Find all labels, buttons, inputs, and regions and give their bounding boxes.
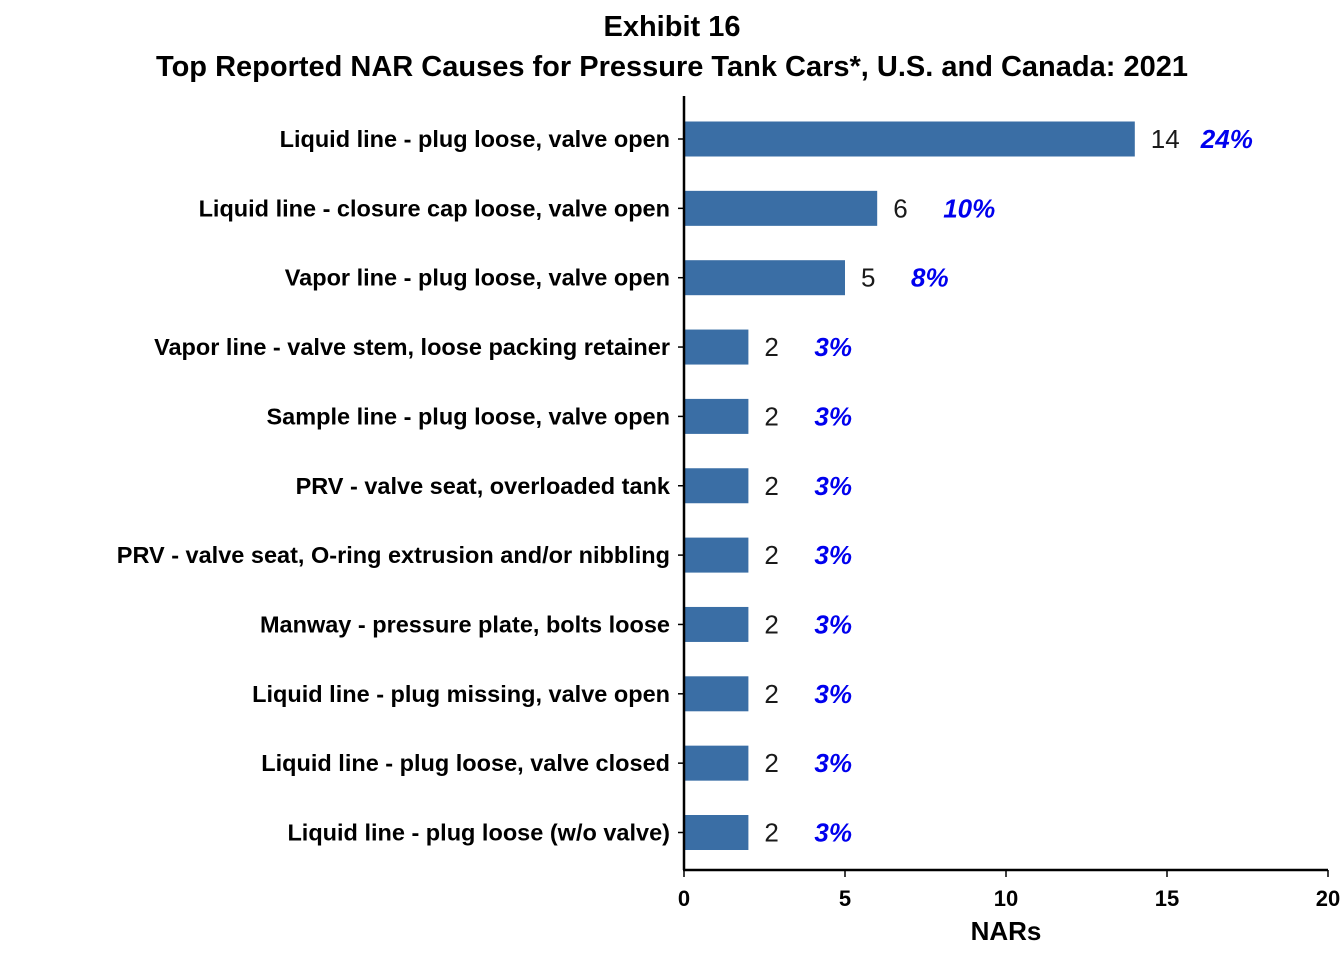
bars-layer (684, 121, 1135, 850)
value-label: 14 (1151, 124, 1180, 154)
percent-label: 3% (814, 471, 852, 501)
x-axis-title: NARs (971, 916, 1042, 946)
value-label: 2 (764, 679, 778, 709)
category-label: Vapor line - valve stem, loose packing r… (154, 334, 670, 360)
x-tick-label: 10 (994, 886, 1018, 911)
value-label: 6 (893, 193, 907, 223)
percent-label: 24% (1200, 124, 1253, 154)
category-label: PRV - valve seat, O-ring extrusion and/o… (117, 542, 670, 568)
category-label: Manway - pressure plate, bolts loose (260, 611, 670, 637)
value-label: 2 (764, 818, 778, 848)
value-label: 2 (764, 540, 778, 570)
bar (684, 121, 1135, 157)
value-label: 2 (764, 748, 778, 778)
category-label: Liquid line - closure cap loose, valve o… (199, 195, 670, 221)
bar (684, 398, 749, 434)
value-label: 5 (861, 263, 875, 293)
bar (684, 190, 878, 226)
percent-label: 3% (814, 818, 852, 848)
bar (684, 537, 749, 573)
bar (684, 260, 845, 296)
percent-label: 3% (814, 401, 852, 431)
value-label: 2 (764, 332, 778, 362)
bar (684, 606, 749, 642)
category-labels-layer: Liquid line - plug loose, valve open Liqu… (117, 126, 671, 846)
category-label: Vapor line - plug loose, valve open (285, 265, 670, 291)
percent-label: 3% (814, 609, 852, 639)
x-tick-label: 20 (1316, 886, 1340, 911)
x-tick-label: 15 (1155, 886, 1179, 911)
value-labels-layer: 14 24% 6 10% 5 8% 2 3% 2 3% 2 3% 2 3% 2 3% 2 3% 2 3% 2 3% (764, 124, 1252, 848)
bar (684, 329, 749, 365)
category-label: Liquid line - plug loose (w/o valve) (287, 820, 670, 846)
category-label: Sample line - plug loose, valve open (266, 403, 670, 429)
category-label: Liquid line - plug loose, valve open (280, 126, 670, 152)
x-tick-label: 5 (839, 886, 851, 911)
bar (684, 676, 749, 712)
category-label: Liquid line - plug missing, valve open (252, 681, 670, 707)
axes-layer: 0 5 10 15 20 (678, 96, 1340, 911)
percent-label: 3% (814, 540, 852, 570)
percent-label: 3% (814, 679, 852, 709)
percent-label: 3% (814, 332, 852, 362)
category-label: PRV - valve seat, overloaded tank (296, 473, 671, 499)
percent-label: 10% (943, 193, 995, 223)
bar (684, 745, 749, 781)
chart-title: Exhibit 16 (604, 11, 741, 43)
percent-label: 3% (814, 748, 852, 778)
bar (684, 468, 749, 504)
value-label: 2 (764, 401, 778, 431)
x-tick-label: 0 (678, 886, 690, 911)
value-label: 2 (764, 609, 778, 639)
value-label: 2 (764, 471, 778, 501)
bar (684, 815, 749, 850)
chart-subtitle: Top Reported NAR Causes for Pressure Tan… (156, 51, 1188, 83)
percent-label: 8% (911, 263, 949, 293)
category-label: Liquid line - plug loose, valve closed (261, 750, 670, 776)
